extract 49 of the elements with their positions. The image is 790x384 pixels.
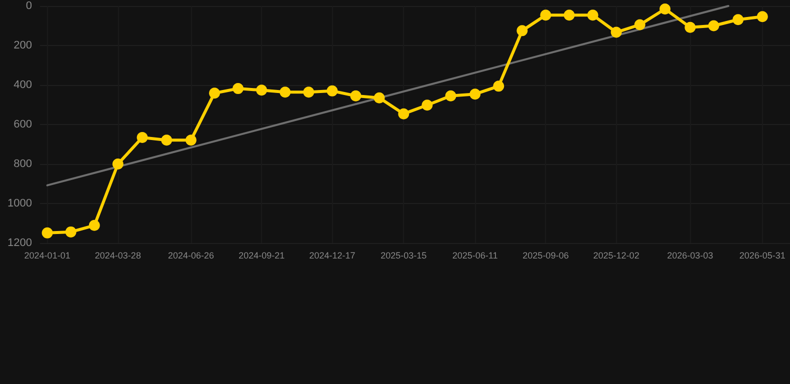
x-tick-label: 2026-05-31 xyxy=(739,250,786,260)
point xyxy=(732,14,744,26)
point xyxy=(708,20,720,32)
x-tick-label: 2025-09-06 xyxy=(522,250,569,260)
point xyxy=(660,3,670,14)
y-tick-label: 0 xyxy=(26,0,32,12)
x-tick-label: 2025-03-15 xyxy=(380,250,427,260)
point xyxy=(470,88,481,100)
point xyxy=(634,19,646,30)
point xyxy=(326,85,338,96)
point xyxy=(42,227,53,238)
y-tick-label: 1200 xyxy=(8,237,32,249)
point xyxy=(493,80,504,92)
point xyxy=(587,10,598,21)
point xyxy=(350,90,362,102)
y-tick-label: 600 xyxy=(14,118,32,130)
point xyxy=(280,86,291,98)
y-tick-label: 1000 xyxy=(8,198,32,210)
y-tick-label: 800 xyxy=(14,158,32,170)
point xyxy=(209,88,220,99)
point xyxy=(256,84,268,96)
x-tick-label: 2024-12-17 xyxy=(309,250,356,260)
point xyxy=(161,134,172,146)
point xyxy=(136,132,148,144)
x-tick-label: 2025-12-02 xyxy=(593,250,640,260)
point xyxy=(445,90,456,102)
point xyxy=(564,10,575,21)
point xyxy=(232,83,244,94)
point xyxy=(398,108,410,120)
point xyxy=(185,134,196,146)
y-tick-label: 200 xyxy=(14,40,32,52)
point xyxy=(422,100,433,111)
x-tick-label: 2024-03-28 xyxy=(94,250,141,260)
point xyxy=(684,22,696,33)
x-tick-label: 2024-09-21 xyxy=(238,250,285,260)
x-tick-label: 2025-06-11 xyxy=(452,250,498,260)
point xyxy=(374,92,385,104)
point xyxy=(88,220,100,231)
x-tick-label: 2026-03-03 xyxy=(667,250,714,260)
point xyxy=(303,86,314,98)
point xyxy=(516,25,528,36)
point xyxy=(756,11,768,22)
y-tick-label: 400 xyxy=(14,79,32,91)
point xyxy=(540,10,552,21)
point xyxy=(610,26,622,38)
x-tick-label: 2024-06-26 xyxy=(168,250,214,260)
point xyxy=(65,226,76,238)
point xyxy=(112,158,124,170)
x-tick-label: 2024-01-01 xyxy=(24,250,70,260)
